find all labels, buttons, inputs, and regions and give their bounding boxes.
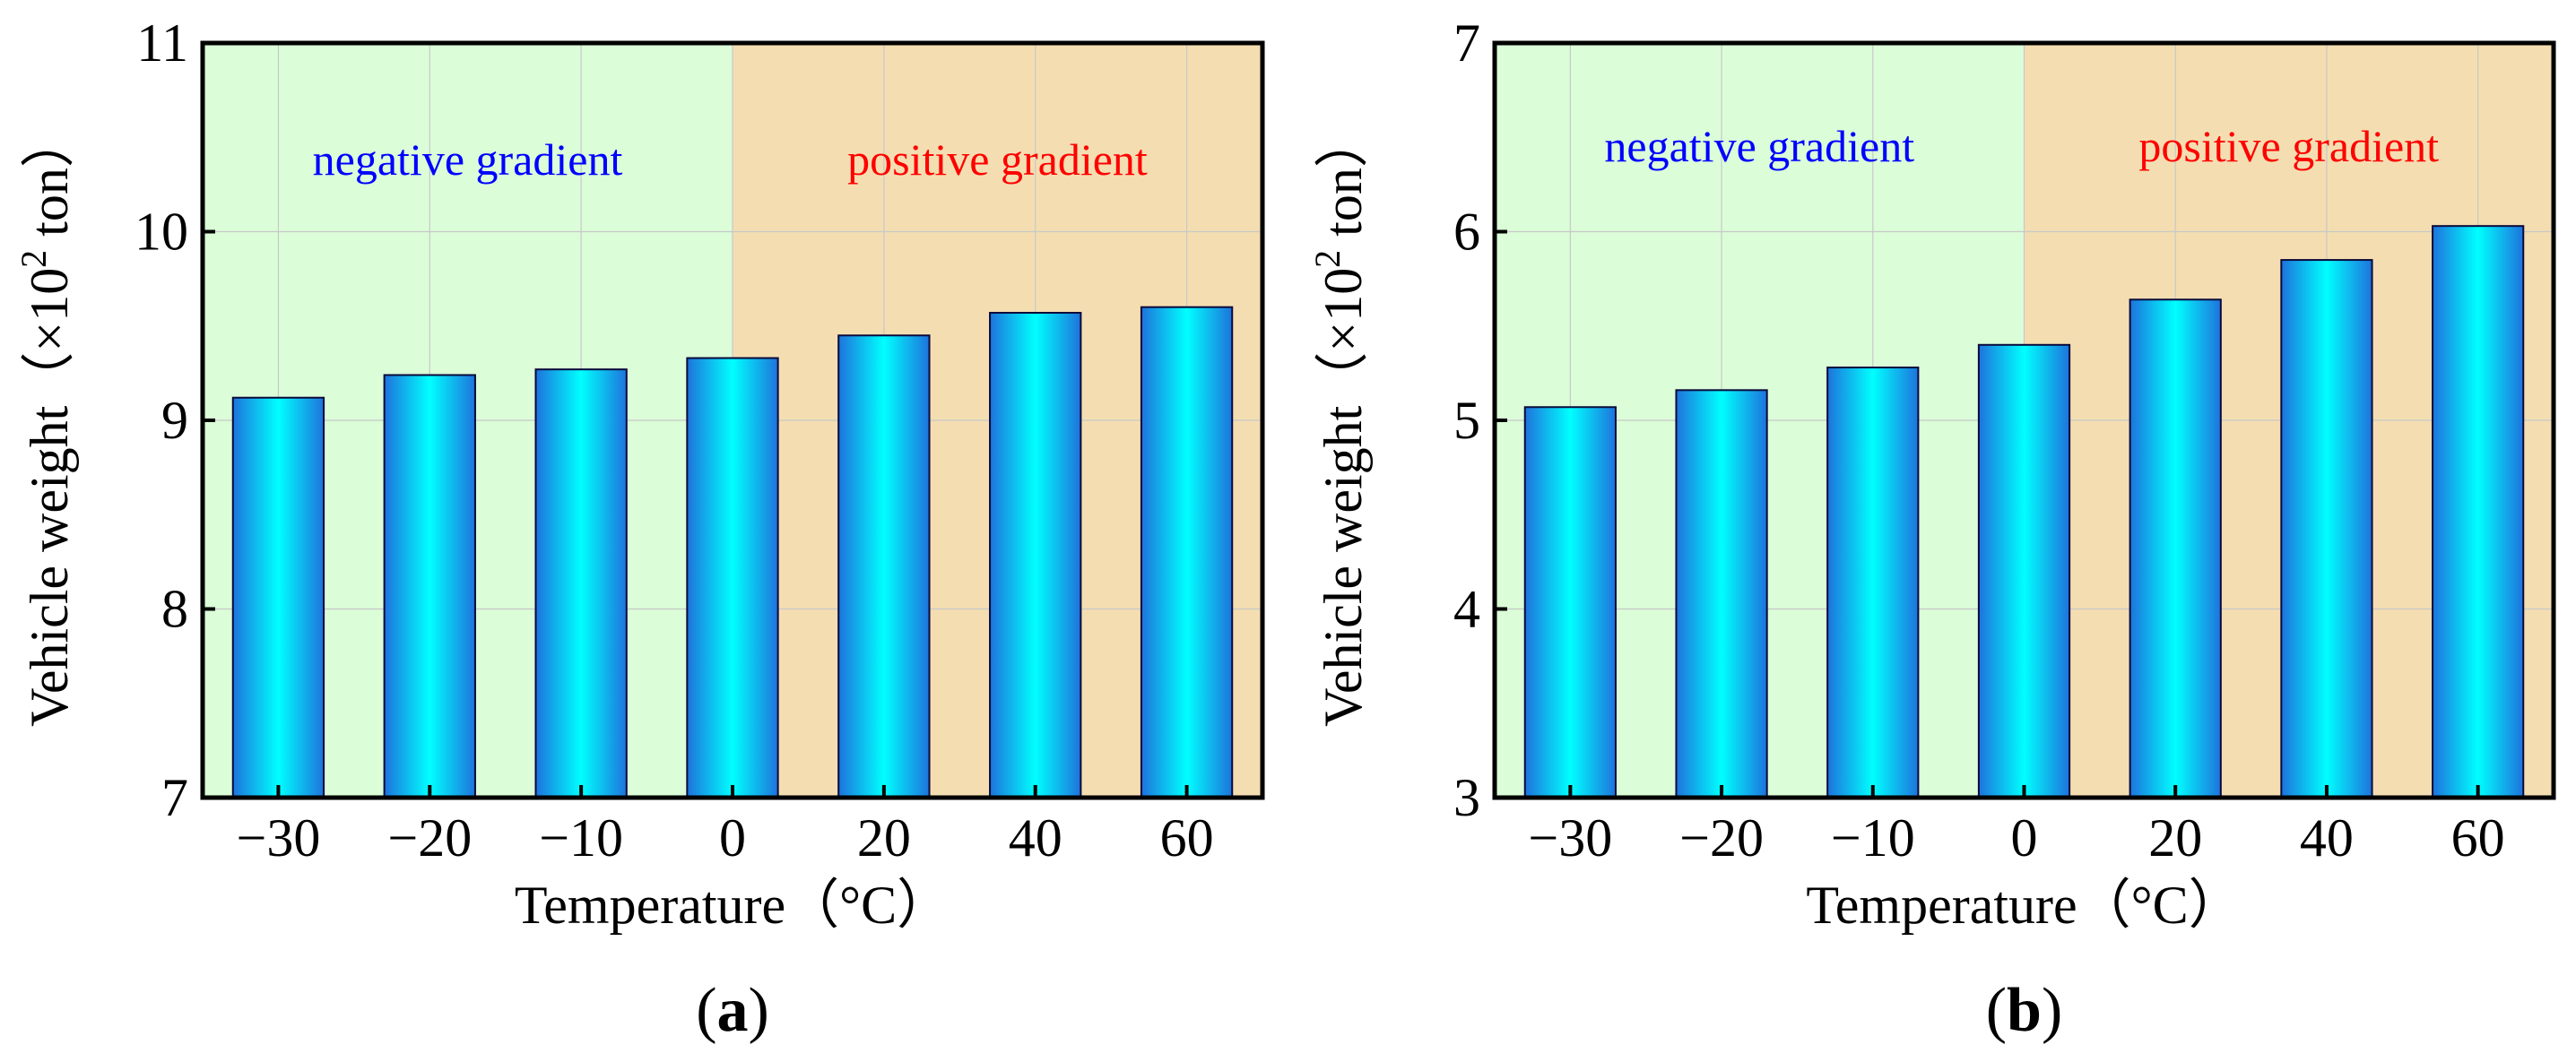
bar: [1977, 343, 2071, 799]
y-axis-label: Vehicle weight（×102 ton）: [13, 114, 79, 727]
panel-label: (a): [696, 976, 769, 1045]
panel-label-letter: a: [717, 976, 749, 1045]
panel-label-open: (: [696, 976, 716, 1045]
y-tick-label: 6: [1453, 203, 1480, 262]
y-axis-label-prefix: Vehicle weight（×10: [1314, 268, 1373, 727]
y-axis-label-exponent: 2: [13, 250, 54, 268]
y-axis-label-suffix: ton）: [20, 114, 79, 250]
chart-a: negative gradient positive gradient 7 8 9 10 1…: [13, 13, 1265, 1045]
bar: [383, 374, 476, 799]
bar: [1523, 406, 1617, 799]
x-tick-label: 60: [1160, 808, 1214, 868]
bar: [837, 334, 931, 799]
x-axis-label: Temperature（°C）: [1806, 876, 2242, 935]
x-tick-label: −30: [1528, 808, 1612, 868]
x-tick-label: −20: [1679, 808, 1764, 868]
x-tick-label: −30: [237, 808, 321, 868]
bar: [231, 396, 325, 799]
x-tick-label: −10: [539, 808, 623, 868]
x-tick-label: 20: [2148, 808, 2202, 868]
bar: [2432, 225, 2525, 799]
bar: [1140, 306, 1234, 799]
bar: [2280, 259, 2373, 799]
y-axis-label: Vehicle weight（×102 ton）: [1307, 114, 1373, 727]
bar: [1675, 389, 1768, 799]
x-tick-label: −20: [387, 808, 472, 868]
panel-label-close: ): [749, 976, 769, 1045]
bar: [534, 368, 628, 799]
x-tick-label: 40: [2300, 808, 2354, 868]
bar: [989, 312, 1082, 799]
x-axis-label: Temperature（°C）: [515, 876, 950, 935]
y-tick-label: 5: [1453, 391, 1480, 450]
panel-label-letter: b: [2007, 976, 2042, 1045]
chart-b: negative gradient positive gradient 3 4 5 6 7 −…: [1307, 13, 2556, 1045]
y-tick-label: 4: [1453, 580, 1480, 639]
region-label: negative gradient: [313, 134, 623, 185]
x-tick-label: 60: [2451, 808, 2505, 868]
panel-label: (b): [1986, 976, 2063, 1045]
x-tick-label: 0: [719, 808, 746, 868]
bar: [686, 357, 779, 799]
y-tick-label: 8: [161, 580, 188, 639]
x-tick-label: −10: [1831, 808, 1915, 868]
x-tick-label: 40: [1009, 808, 1062, 868]
region-label: positive gradient: [2138, 121, 2439, 171]
y-axis-label-suffix: ton）: [1314, 114, 1373, 250]
bar: [1826, 367, 1920, 799]
region-label: negative gradient: [1604, 121, 1914, 171]
y-axis-label-prefix: Vehicle weight（×10: [20, 268, 79, 727]
panel-label-close: ): [2042, 976, 2062, 1045]
y-tick-label: 10: [134, 203, 188, 262]
y-tick-label: 9: [161, 391, 188, 450]
x-tick-label: 0: [2011, 808, 2038, 868]
y-tick-label: 7: [1453, 13, 1480, 73]
y-tick-label: 7: [161, 768, 188, 827]
region-label: positive gradient: [847, 134, 1148, 185]
y-tick-label: 3: [1453, 768, 1480, 827]
panel-label-open: (: [1986, 976, 2007, 1045]
y-tick-label: 11: [136, 13, 188, 73]
x-tick-label: 20: [857, 808, 911, 868]
y-axis-label-exponent: 2: [1307, 250, 1348, 268]
bar: [2129, 298, 2222, 799]
